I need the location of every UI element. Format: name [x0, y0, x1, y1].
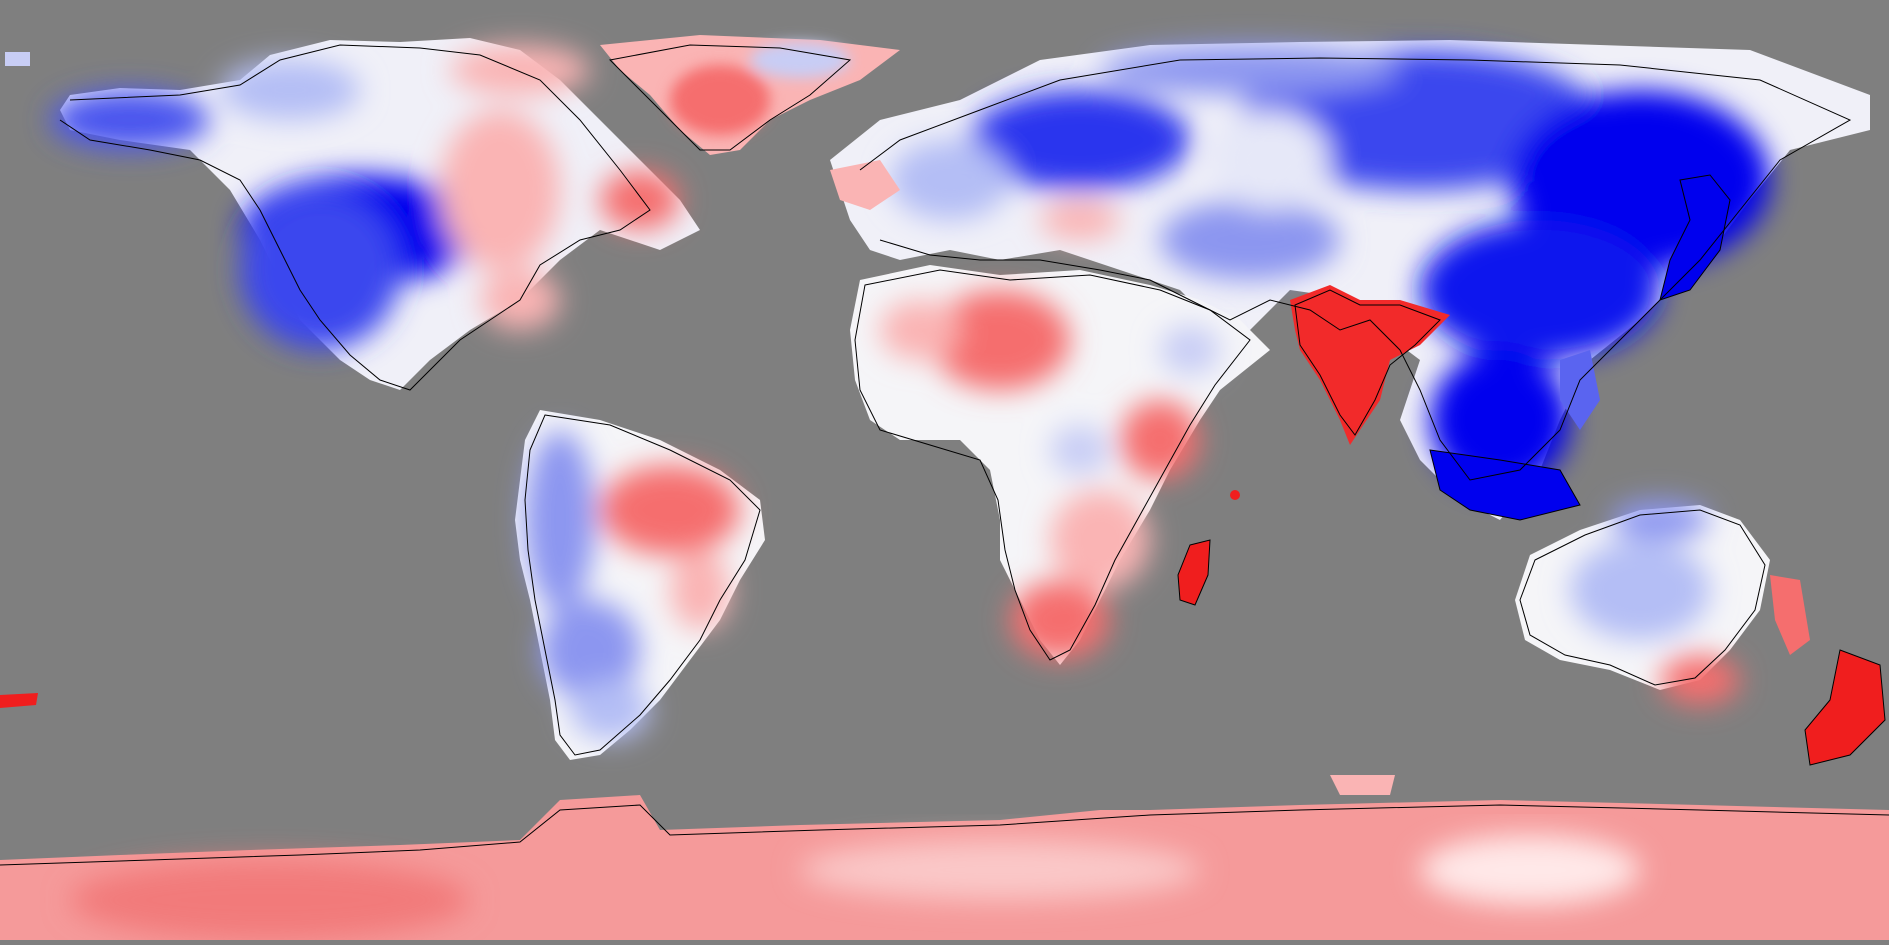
balkans-warm	[1040, 200, 1120, 240]
sa-andes-cool	[525, 430, 595, 610]
greenland-warm-core	[670, 65, 770, 135]
antarctica-bottom-edge	[0, 940, 1889, 945]
coast-eurasia	[859, 57, 1852, 481]
coast-greenland	[608, 44, 852, 151]
central-asia-cool	[1160, 200, 1340, 280]
coast-south-america	[524, 414, 761, 756]
na-alaska-cold	[50, 90, 210, 150]
south-shetland-warm	[1330, 775, 1395, 795]
australia-north-cool	[1610, 500, 1710, 540]
coast-antarctica	[0, 804, 1889, 866]
coast-north-america	[59, 44, 651, 391]
greenland-north-cool	[750, 42, 850, 78]
east-africa-warm	[1120, 400, 1200, 480]
arabia-cool	[1160, 325, 1220, 375]
nw-africa-warm	[880, 300, 960, 360]
na-north-cool	[220, 60, 360, 120]
coast-madagascar	[1177, 539, 1211, 606]
antarctica-east-pale	[1420, 835, 1640, 905]
sa-east-warm	[670, 550, 730, 630]
sa-brazil-warm	[600, 465, 740, 555]
coast-australia	[1519, 509, 1766, 686]
west-siberia-light	[1210, 110, 1330, 210]
iberia-uk-warm	[830, 160, 900, 210]
scandinavia-cold	[970, 90, 1190, 190]
arctic-coast-cool	[1100, 45, 1400, 95]
north-america-field	[5, 35, 900, 390]
australia-south-warm	[1660, 655, 1740, 705]
coast-indonesia	[1429, 449, 1581, 521]
south-america-field	[515, 410, 765, 760]
sa-south-cool	[540, 600, 640, 700]
na-labrador-warm	[600, 170, 680, 230]
japan	[1660, 175, 1730, 300]
west-edge-red-strip	[0, 693, 38, 708]
antarctica-field	[0, 775, 1889, 945]
sahara-warm	[930, 290, 1070, 390]
south-central-warm	[1050, 490, 1150, 590]
na-west-cold	[240, 190, 400, 350]
coastlines	[0, 44, 1889, 866]
antarctica-center-pale	[800, 840, 1200, 900]
antarctica-west-warm	[70, 860, 470, 940]
sa-south-cool-2	[570, 680, 650, 740]
coast-africa	[854, 269, 1251, 661]
europe-cool	[890, 140, 1010, 220]
coast-india	[1294, 289, 1441, 436]
south-africa-warm	[1010, 580, 1110, 660]
coast-japan	[1659, 174, 1731, 301]
tasman-warm	[1770, 575, 1810, 655]
australia-cool	[1570, 540, 1710, 640]
coast-new-zealand	[1804, 649, 1886, 766]
eurasia-field	[830, 40, 1870, 520]
china-cold	[1420, 220, 1660, 360]
canadian-islands-small	[5, 52, 30, 66]
oceania-field	[0, 500, 1885, 765]
africa-field	[850, 265, 1270, 665]
new-zealand	[1805, 650, 1885, 765]
central-africa-cool	[1050, 425, 1110, 475]
india	[1290, 285, 1450, 445]
na-arctic-warm	[450, 45, 590, 95]
na-east-warm	[440, 110, 560, 270]
reunion-island	[1230, 490, 1240, 500]
